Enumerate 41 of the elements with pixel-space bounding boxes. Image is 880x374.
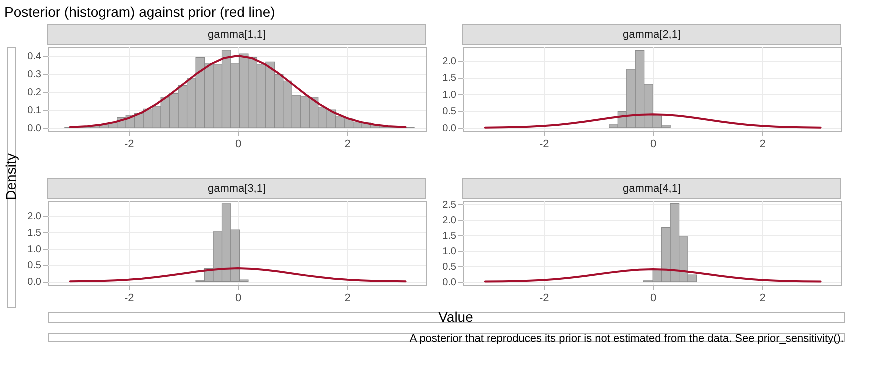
y-tick-label: 0.0 [28, 124, 42, 135]
y-tick-label: 1.0 [442, 90, 457, 101]
y-tick-label: 1.0 [442, 246, 457, 258]
y-tick-label: 1.5 [442, 73, 457, 84]
text: A posterior that reproduces its prior is not estimated from the data. See prior_sensitivity(). [410, 333, 844, 345]
x-tick-label: -2 [124, 292, 134, 304]
chart-title: gamma[3,1] [208, 183, 266, 195]
x-tick-label: 0 [236, 138, 242, 150]
y-tick-label: 2.0 [442, 56, 457, 68]
y-tick-label: 0.0 [442, 123, 457, 134]
y-tick-label: 2.0 [442, 215, 457, 226]
y-tick-label: 0.4 [28, 51, 42, 62]
chart-title: gamma[4,1] [622, 183, 682, 195]
y-tick-label: 1.0 [28, 244, 42, 256]
x-axis-title: Value [438, 309, 474, 325]
x-tick-label: -2 [539, 292, 550, 304]
y-tick-label: 2.5 [442, 200, 457, 211]
y-tick-label: 0.1 [28, 106, 42, 117]
x-tick-label: 2 [760, 292, 766, 304]
y-tick-label: 1.5 [28, 228, 42, 239]
chart-title: gamma[2,1] [622, 29, 682, 41]
y-tick-label: 0.5 [28, 260, 42, 272]
y-axis-title: Density [3, 154, 19, 200]
x-tick-label: 0 [236, 292, 242, 304]
y-tick-label: 1.5 [442, 230, 457, 242]
x-tick-label: 2 [760, 138, 766, 150]
y-tick-label: 0.5 [442, 106, 457, 118]
y-tick-label: 0.5 [442, 262, 457, 273]
y-tick-label: 0.3 [28, 69, 42, 80]
x-tick-label: -2 [124, 138, 134, 150]
x-tick-label: 0 [650, 138, 657, 150]
y-tick-label: 0.2 [28, 87, 42, 98]
x-tick-label: 2 [344, 138, 351, 150]
x-tick-label: -2 [539, 138, 550, 150]
y-tick-label: 0.0 [28, 277, 42, 288]
chart-title: gamma[1,1] [208, 29, 266, 41]
y-tick-label: 2.0 [28, 211, 42, 222]
y-tick-label: 0.0 [442, 277, 457, 288]
x-tick-label: 0 [650, 292, 657, 304]
text: Posterior (histogram) against prior (red line) [4, 4, 276, 20]
x-tick-label: 2 [344, 292, 351, 304]
